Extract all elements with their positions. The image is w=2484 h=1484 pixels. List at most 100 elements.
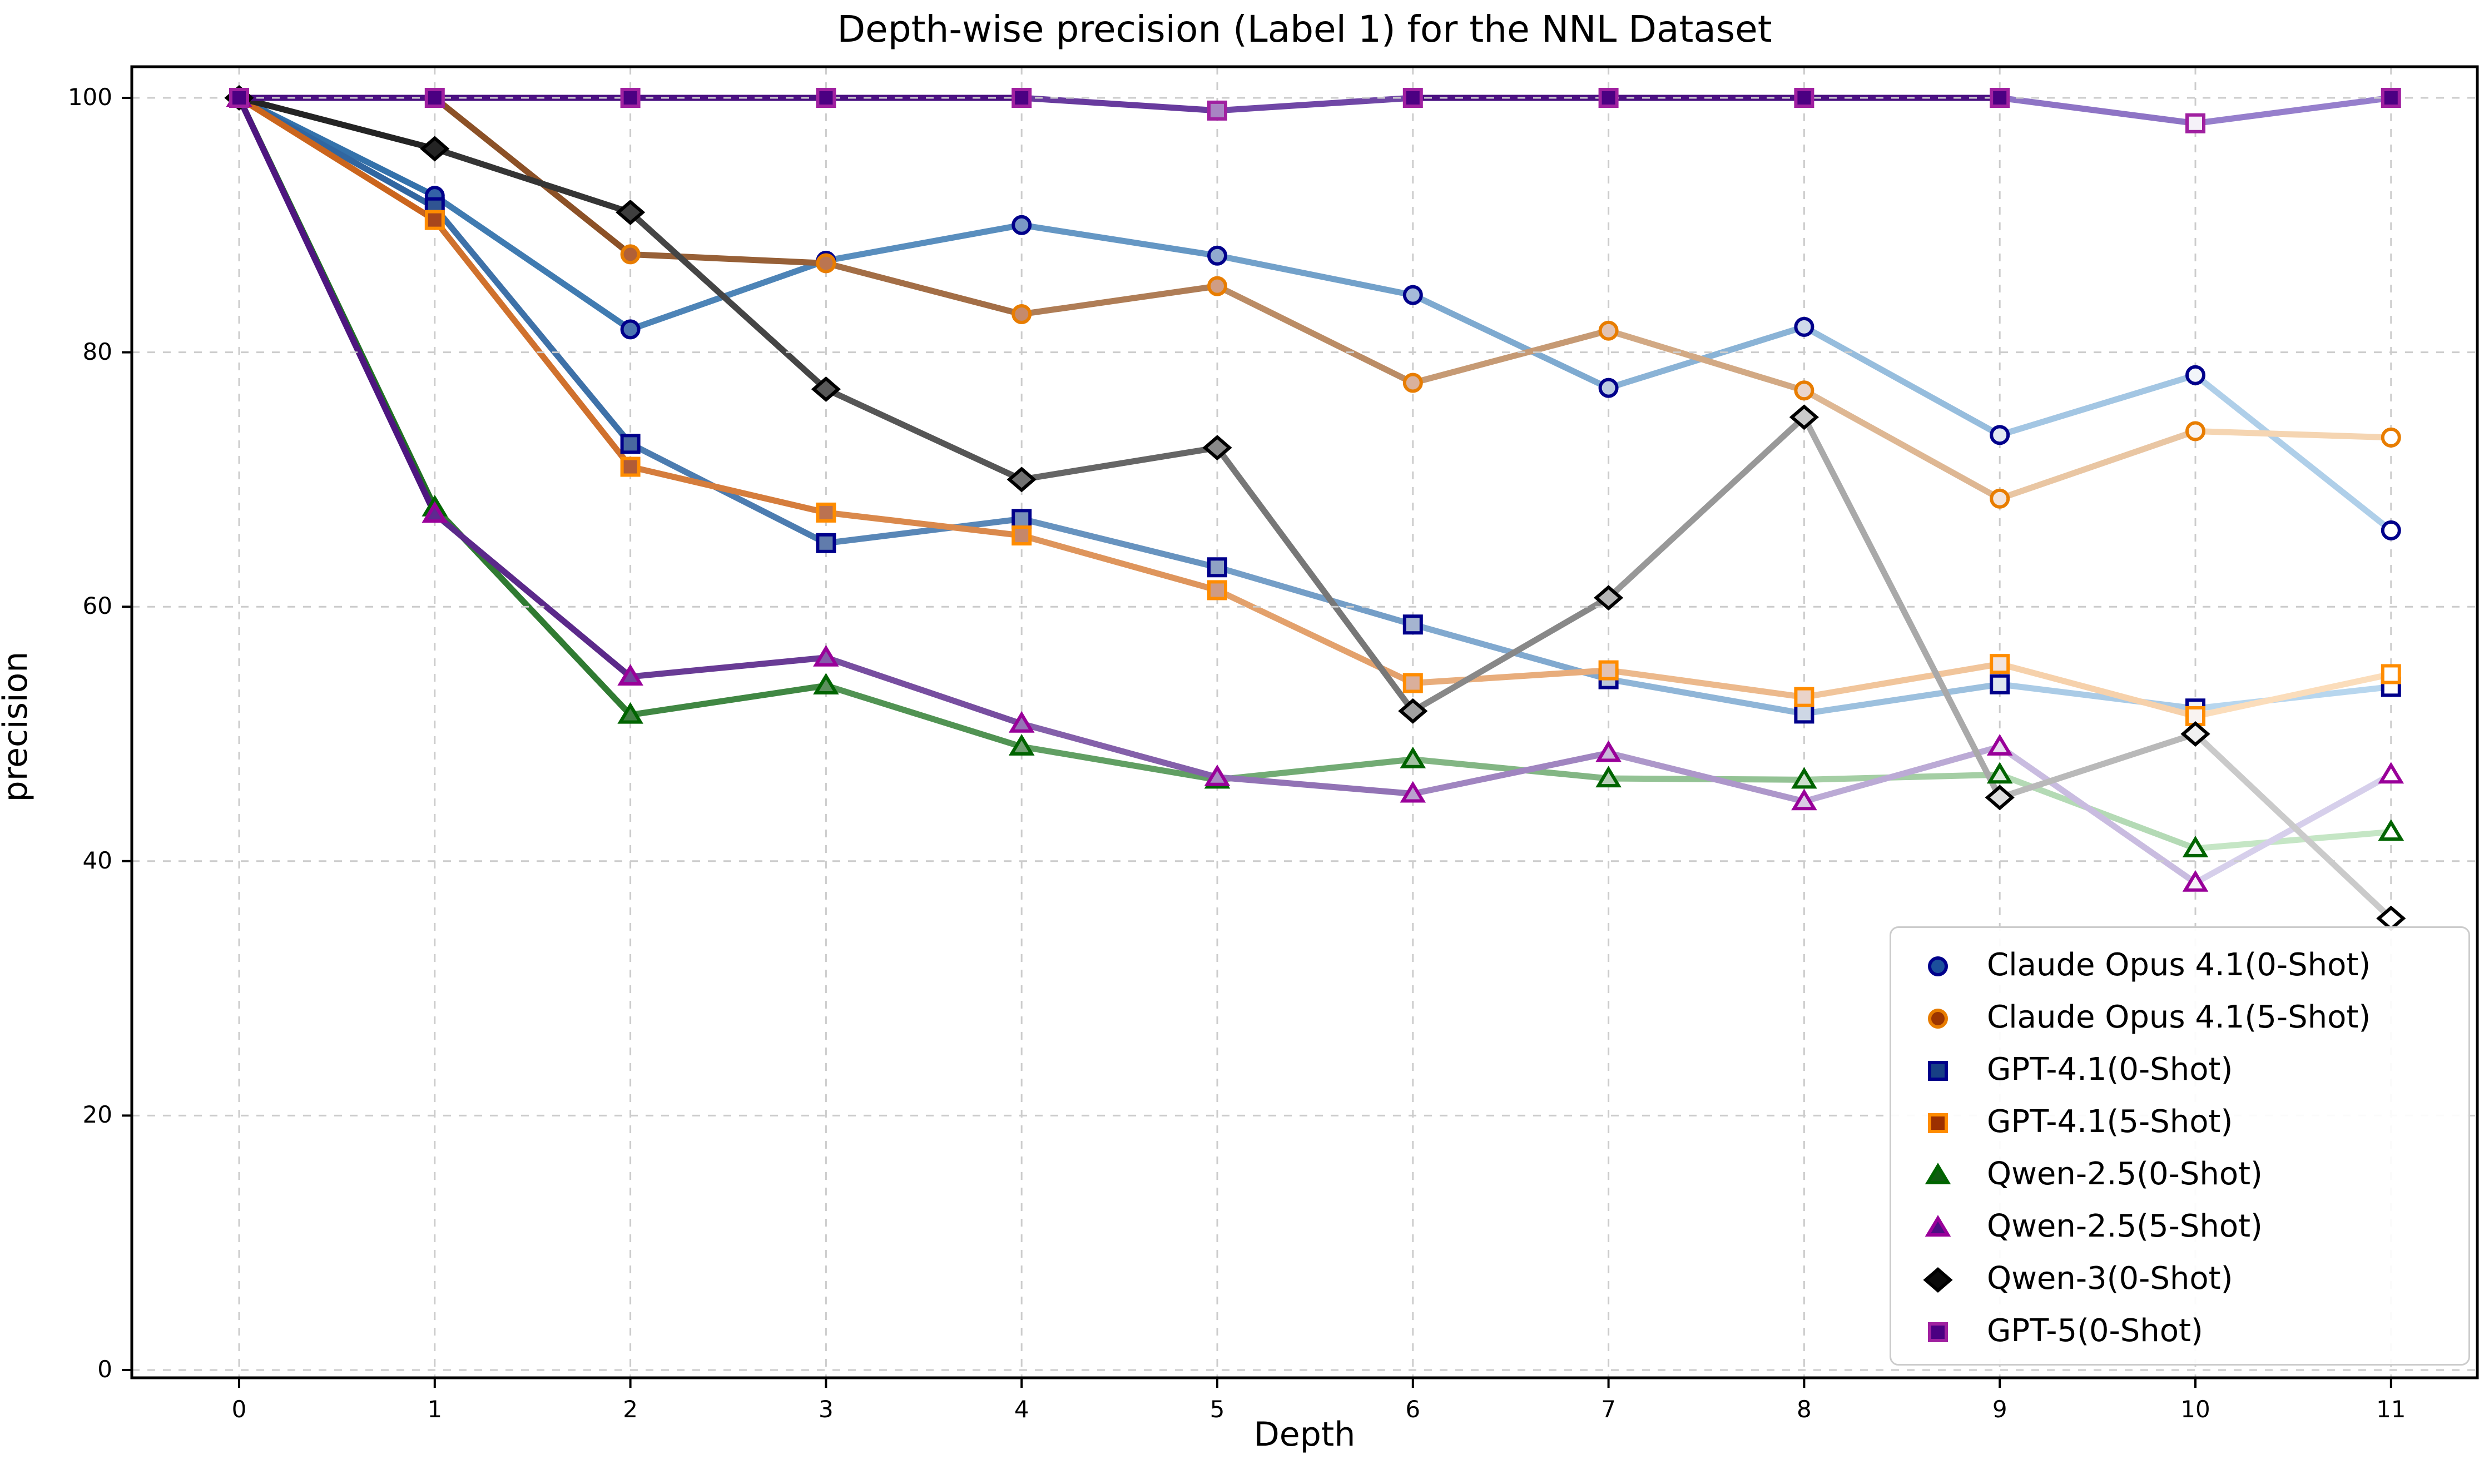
line-segment: [432, 204, 634, 447]
data-point: [2185, 113, 2205, 133]
line-segment: [822, 260, 1025, 317]
plot-border: [130, 65, 2479, 1379]
legend: Claude Opus 4.1(0-Shot) Claude Opus 4.1(5…: [1890, 926, 2470, 1366]
data-point: [1791, 767, 1817, 789]
data-point: [2378, 819, 2404, 841]
axes: [122, 65, 2479, 1388]
data-point: [1598, 320, 1619, 341]
data-point: [620, 319, 641, 340]
data-point: [620, 244, 641, 265]
line-segment: [2192, 828, 2394, 852]
legend-label: GPT-4.1(0-Shot): [1987, 1051, 2233, 1088]
data-point: [1008, 711, 1035, 733]
line-segment: [1018, 515, 1221, 570]
data-point: [1007, 466, 1037, 493]
line-segment: [1214, 252, 1416, 299]
legend-item: GPT-5(0-Shot): [1891, 1304, 2468, 1358]
data-point: [1204, 764, 1231, 786]
data-point: [1594, 585, 1624, 611]
line-segment: [1410, 594, 1612, 714]
data-point: [620, 434, 641, 454]
data-point: [1012, 525, 1032, 546]
data-point: [1012, 509, 1032, 529]
line-segment: [627, 209, 829, 393]
data-point: [1207, 557, 1227, 578]
data-point: [1986, 734, 2013, 756]
data-point: [422, 501, 448, 523]
data-point: [420, 136, 450, 162]
y-tick-label: 20: [82, 1101, 112, 1129]
data-point: [1008, 734, 1035, 756]
data-point: [1595, 740, 1622, 762]
line-segment: [627, 464, 829, 516]
legend-item: GPT-4.1(5-Shot): [1891, 1095, 2468, 1149]
line-segment: [1801, 387, 2003, 502]
line-segment: [1018, 532, 1221, 593]
data-point: [620, 456, 641, 477]
data-point: [1789, 404, 1819, 430]
line-segment: [1605, 676, 1807, 717]
data-point: [616, 199, 646, 225]
data-point: [1985, 785, 2015, 811]
line-segment: [1214, 444, 1416, 714]
data-point: [2180, 721, 2210, 747]
y-tick-label: 0: [97, 1356, 112, 1383]
line-segment: [1801, 681, 2003, 717]
x-tick-label: 6: [1405, 1396, 1421, 1423]
line-segment: [1605, 750, 1807, 805]
data-point: [1990, 674, 2010, 694]
line-segment: [822, 509, 1025, 539]
line-segment: [1801, 743, 2003, 805]
x-tick-label: 5: [1209, 1396, 1225, 1423]
line-segment: [236, 95, 438, 517]
x-tick-label: 10: [2180, 1396, 2210, 1423]
data-point: [1794, 316, 1814, 337]
triangle-legend-marker-icon: [1925, 1214, 1951, 1237]
data-point: [2185, 365, 2205, 385]
data-point: [1598, 378, 1619, 398]
line-segment: [1996, 661, 2199, 719]
x-tick-label: 4: [1014, 1396, 1029, 1423]
data-point: [617, 702, 643, 724]
data-point: [424, 210, 445, 230]
line-segment: [1996, 372, 2199, 438]
data-point: [1794, 703, 1814, 724]
legend-label: Claude Opus 4.1(0-Shot): [1987, 947, 2371, 983]
data-point: [1402, 673, 1423, 693]
line-segment: [1996, 743, 2199, 886]
line-segment: [1018, 283, 1221, 317]
legend-item: Claude Opus 4.1(0-Shot): [1891, 938, 2468, 992]
line-segment: [2192, 428, 2394, 441]
legend-marker-shape: [1925, 1162, 1951, 1184]
diamond-legend-marker-icon: [1923, 1267, 1953, 1293]
line-segment: [1801, 661, 2003, 701]
y-tick-label: 40: [82, 846, 112, 874]
series-lines: [236, 95, 2394, 922]
y-axis-label: precision: [0, 651, 35, 802]
data-point: [2381, 520, 2401, 540]
line-segment: [432, 146, 634, 216]
data-point: [1794, 687, 1814, 707]
data-point: [2381, 664, 2401, 684]
chart-title: Depth-wise precision (Label 1) for the N…: [837, 8, 1772, 51]
legend-marker-shape: [1928, 1322, 1948, 1342]
data-point: [1402, 614, 1423, 635]
line-segment: [1410, 292, 1612, 391]
data-point: [2182, 836, 2209, 857]
y-tick-label: 80: [82, 338, 112, 365]
data-point: [1598, 88, 1619, 108]
legend-label: Qwen-3(0-Shot): [1987, 1260, 2233, 1297]
line-segment: [1410, 327, 1612, 386]
line-segment: [1018, 721, 1221, 781]
data-point: [1990, 654, 2010, 674]
x-tick-label: 3: [819, 1396, 834, 1423]
data-point: [1402, 88, 1423, 108]
data-point: [1598, 660, 1619, 681]
legend-item: Qwen-3(0-Shot): [1891, 1252, 2468, 1306]
line-segment: [2192, 731, 2394, 922]
legend-marker-shape: [1923, 1267, 1953, 1293]
legend-marker-shape: [1928, 1060, 1948, 1081]
line-segment: [2192, 95, 2394, 127]
data-point: [811, 376, 841, 402]
